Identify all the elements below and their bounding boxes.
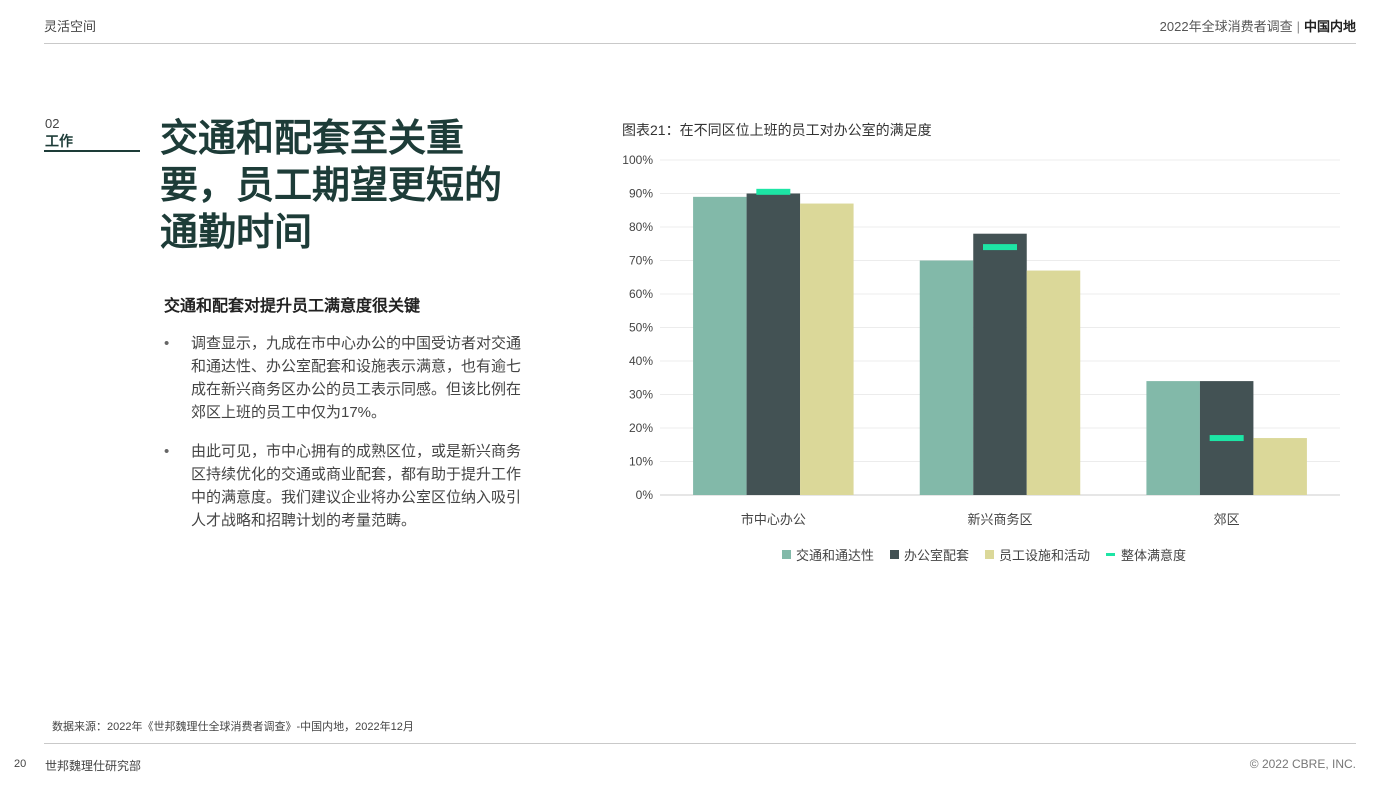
- legend-item: 交通和通达性: [782, 545, 874, 564]
- report-region: 中国内地: [1303, 19, 1356, 34]
- data-source: 数据来源：2022年《世邦魏理仕全球消费者调查》-中国内地，2022年12月: [52, 721, 414, 733]
- bullet-text: 调查显示，九成在市中心办公的中国受访者对交通和通达性、办公室配套和设施表示满意，…: [191, 335, 522, 421]
- bullet-dot-icon: •: [164, 335, 170, 352]
- bullet-item: • 调查显示，九成在市中心办公的中国受访者对交通和通达性、办公室配套和设施表示满意…: [164, 332, 524, 424]
- header-separator: |: [1296, 19, 1300, 34]
- copyright: © 2022 CBRE, INC.: [1249, 757, 1356, 771]
- bar: [1253, 438, 1307, 495]
- legend-item: 员工设施和活动: [985, 545, 1090, 564]
- legend-label: 交通和通达性: [796, 548, 875, 563]
- overall-satisfaction-marker: [1209, 435, 1244, 442]
- y-tick-label: 90%: [629, 187, 653, 201]
- legend-dash-icon: [1106, 553, 1116, 556]
- legend-item: 办公室配套: [890, 545, 969, 564]
- chart-title: 图表21：在不同区位上班的员工对办公室的满足度: [622, 122, 932, 138]
- bar: [693, 196, 747, 495]
- bar-chart: 0% 10% 20% 30% 40% 50% 60% 70% 80% 90% 100% 市中心办公 新兴…: [622, 153, 1340, 527]
- footer-divider: [44, 743, 1356, 744]
- legend-label: 办公室配套: [904, 548, 970, 563]
- y-tick-label: 40%: [629, 354, 653, 368]
- y-tick-label: 50%: [629, 321, 653, 335]
- overall-satisfaction-marker: [983, 244, 1017, 251]
- header-divider: [44, 43, 1356, 44]
- bar: [746, 193, 801, 495]
- bar: [973, 233, 1027, 495]
- y-tick-label: 30%: [629, 388, 653, 402]
- y-tick-label: 100%: [622, 153, 653, 167]
- brand-section-title: 灵活空间: [44, 19, 97, 34]
- page-headline: 交通和配套至关重要，员工期望更短的通勤时间: [160, 115, 503, 254]
- legend-swatch: [985, 550, 995, 559]
- bullet-text: 由此可见，市中心拥有的成熟区位，或是新兴商务区持续优化的交通或商业配套，都有助于…: [191, 443, 522, 529]
- page-number: 20: [14, 758, 27, 770]
- legend-swatch: [782, 550, 791, 559]
- chart-legend: 交通和通达性 办公室配套 员工设施和活动 整体满意度: [782, 545, 1202, 564]
- legend-item: 整体满意度: [1106, 545, 1186, 564]
- bar: [800, 203, 854, 496]
- bar: [1146, 381, 1200, 495]
- report-title: 2022年全球消费者调查: [1159, 19, 1293, 34]
- bar: [919, 260, 974, 495]
- section-underline: [44, 150, 140, 152]
- department-name: 世邦魏理仕研究部: [45, 759, 142, 773]
- subheading: 交通和配套对提升员工满意度很关键: [164, 298, 421, 315]
- bar: [1026, 270, 1081, 495]
- report-header: 2022年全球消费者调查 | 中国内地: [1160, 16, 1356, 35]
- y-tick-label: 60%: [629, 287, 653, 301]
- y-tick-label: 10%: [629, 455, 653, 469]
- y-tick-label: 20%: [629, 421, 653, 435]
- bullet-item: • 由此可见，市中心拥有的成熟区位，或是新兴商务区持续优化的交通或商业配套，都有助…: [164, 440, 524, 532]
- section-number: 02: [45, 116, 60, 131]
- bullet-list: • 调查显示，九成在市中心办公的中国受访者对交通和通达性、办公室配套和设施表示满意…: [164, 332, 524, 548]
- legend-swatch: [890, 550, 900, 559]
- bullet-dot-icon: •: [164, 443, 170, 460]
- legend-label: 员工设施和活动: [999, 548, 1091, 563]
- legend-label: 整体满意度: [1121, 548, 1187, 563]
- y-tick-label: 0%: [636, 488, 654, 502]
- overall-satisfaction-marker: [756, 188, 791, 195]
- y-tick-label: 70%: [629, 254, 653, 268]
- y-tick-label: 80%: [629, 220, 653, 234]
- section-label: 工作: [45, 133, 73, 149]
- x-category-label: 郊区: [1214, 512, 1240, 527]
- x-category-label: 新兴商务区: [967, 512, 1032, 527]
- x-category-label: 市中心办公: [741, 512, 806, 527]
